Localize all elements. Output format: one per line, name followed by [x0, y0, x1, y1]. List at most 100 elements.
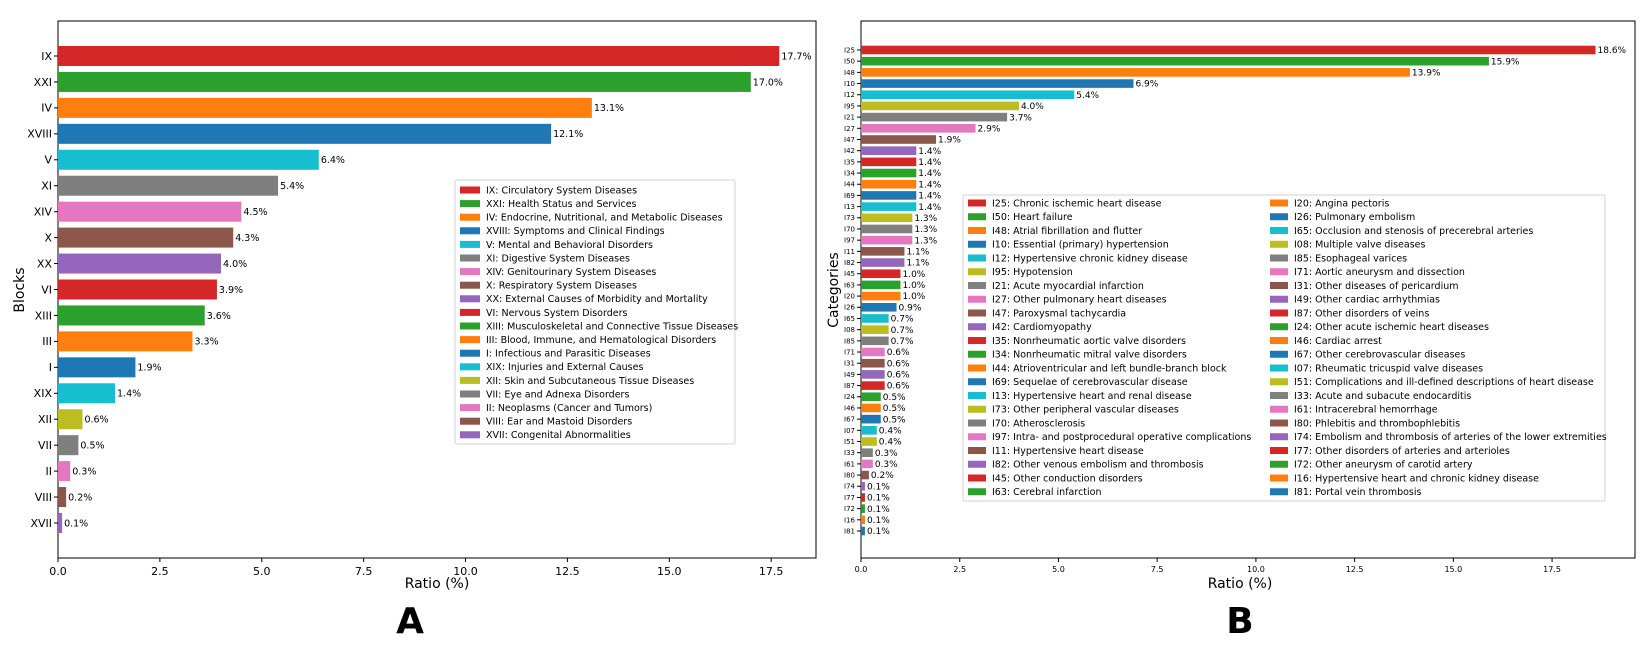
- a-value-label: 0.6%: [84, 415, 108, 426]
- b-legend-label: I48: Atrial fibrillation and flutter: [992, 226, 1142, 237]
- b-legend-swatch: [1270, 337, 1288, 344]
- b-legend-label: I46: Cardiac arrest: [1294, 336, 1382, 347]
- panel-a-chart: 17.7% 17.0% 13.1% 12.1% 6.4% 5.4% 4.5% 4.3% 4.0%…: [12, 20, 817, 642]
- b-legend-swatch: [1270, 309, 1288, 317]
- b-legend-swatch: [1270, 488, 1288, 496]
- b-legend-swatch: [968, 350, 986, 358]
- a-legend-label: XIV: Genitourinary System Diseases: [486, 267, 656, 278]
- b-y-tick-label: I33: [844, 449, 855, 457]
- a-x-tick-label: 10.0: [453, 565, 478, 578]
- a-value-label: 4.3%: [235, 233, 259, 244]
- b-bar: [861, 459, 873, 469]
- a-legend-label: XVIII: Symptoms and Clinical Findings: [486, 226, 665, 237]
- b-y-tick-label: I34: [844, 169, 856, 177]
- b-legend-label: I97: Intra- and postprocedural operative…: [992, 432, 1251, 443]
- b-value-label: 0.5%: [883, 393, 906, 403]
- a-legend-swatch: [460, 295, 480, 303]
- a-value-label: 1.4%: [117, 389, 141, 400]
- a-x-tick-label: 17.5: [759, 565, 784, 578]
- a-legend-swatch: [460, 417, 480, 425]
- b-legend-label: I07: Rheumatic tricuspid valve diseases: [1294, 363, 1483, 374]
- a-bar: [58, 305, 205, 326]
- b-legend-label: I85: Esophageal varices: [1294, 253, 1407, 264]
- a-legend-swatch: [460, 186, 480, 194]
- b-y-tick-label: I08: [844, 326, 855, 334]
- b-y-tick-label: I72: [844, 505, 855, 513]
- b-bar: [861, 392, 881, 402]
- b-x-tick-label: 5.0: [1052, 565, 1065, 574]
- a-legend-swatch: [460, 240, 480, 248]
- a-value-label: 0.3%: [72, 466, 96, 477]
- b-y-tick-label: I10: [844, 80, 855, 88]
- b-bar: [861, 414, 881, 424]
- b-legend-swatch: [1270, 227, 1288, 234]
- b-value-label: 0.6%: [887, 371, 910, 381]
- a-legend-label: V: Mental and Behavioral Disorders: [486, 240, 653, 251]
- b-y-tick-label: I07: [844, 427, 855, 435]
- b-legend-swatch: [968, 309, 986, 317]
- b-legend-swatch: [1270, 199, 1288, 207]
- b-legend-label: I65: Occlusion and stenosis of precerebr…: [1294, 226, 1533, 237]
- a-bar: [58, 279, 217, 300]
- b-legend-label: I34: Nonrheumatic mitral valve disorders: [992, 350, 1187, 361]
- a-legend-label: XIII: Musculoskeletal and Connective Tis…: [486, 321, 738, 332]
- a-bar: [58, 46, 780, 66]
- b-legend-frame: [962, 194, 1606, 502]
- b-y-tick-label: I85: [844, 337, 855, 345]
- b-legend-label: I26: Pulmonary embolism: [1294, 212, 1415, 223]
- a-legend-swatch: [460, 200, 480, 208]
- b-legend-swatch: [1270, 460, 1288, 468]
- a-value-label: 17.0%: [753, 77, 783, 88]
- b-value-label: 0.4%: [879, 438, 902, 448]
- b-value-label: 6.9%: [1135, 80, 1158, 90]
- panel-b-chart: 18.6%15.9%13.9%6.9%5.4%4.0%3.7%2.9%1.9%1…: [826, 20, 1636, 642]
- a-y-tick-label: VIII: [35, 491, 52, 504]
- b-legend-label: I44: Atrioventricular and left bundle-br…: [992, 363, 1227, 374]
- b-legend-label: I80: Phlebitis and thrombophlebitis: [1294, 418, 1460, 429]
- b-value-label: 0.6%: [887, 348, 910, 358]
- b-y-tick-label: I24: [844, 393, 856, 401]
- b-legend-swatch: [968, 323, 986, 331]
- b-y-tick-label: I11: [844, 248, 855, 256]
- b-y-tick-label: I51: [844, 438, 855, 446]
- b-y-tick-label: I21: [844, 114, 855, 122]
- b-legend-swatch: [1270, 254, 1288, 262]
- a-y-tick-label: XX: [37, 257, 53, 270]
- a-legend-swatch: [460, 268, 480, 276]
- b-legend-swatch: [968, 295, 986, 303]
- a-value-label: 5.4%: [280, 181, 304, 192]
- b-value-label: 1.3%: [914, 225, 937, 235]
- b-value-label: 0.2%: [871, 471, 894, 481]
- a-legend-label: XI: Digestive System Diseases: [486, 253, 630, 264]
- b-y-tick-label: I74: [844, 483, 856, 491]
- a-legend-label: XXI: Health Status and Services: [486, 199, 637, 210]
- a-bar: [58, 97, 592, 118]
- b-legend-label: I11: Hypertensive heart disease: [992, 446, 1144, 457]
- a-y-tick-label: III: [42, 335, 52, 348]
- b-legend-swatch: [1270, 268, 1288, 276]
- b-bar: [861, 291, 901, 301]
- a-y-tick-label: V: [44, 154, 52, 167]
- a-value-label: 0.5%: [80, 440, 104, 451]
- b-bar: [861, 90, 1075, 100]
- b-legend-swatch: [968, 364, 986, 372]
- b-legend-label: I10: Essential (primary) hypertension: [992, 240, 1169, 251]
- a-y-tick-label: I: [49, 361, 52, 374]
- a-legend-label: XVII: Congenital Abnormalities: [486, 430, 631, 441]
- panel-b-plot-frame: [860, 20, 1636, 559]
- a-legend-frame: [454, 179, 736, 445]
- b-legend-swatch: [968, 419, 986, 427]
- b-legend-label: I47: Paroxysmal tachycardia: [992, 308, 1126, 319]
- a-y-tick-label: VI: [41, 283, 52, 296]
- b-bar: [861, 493, 865, 502]
- b-legend-label: I35: Nonrheumatic aortic valve disorders: [992, 336, 1186, 347]
- b-bar: [861, 168, 917, 178]
- a-y-tick-label: XVII: [30, 517, 52, 530]
- b-x-tick-label: 7.5: [1151, 565, 1164, 574]
- b-x-tick-label: 2.5: [953, 565, 966, 574]
- b-value-label: 0.3%: [875, 460, 898, 470]
- b-bar: [861, 124, 976, 133]
- b-y-tick-label: I35: [844, 158, 855, 166]
- b-y-tick-label: I81: [844, 527, 855, 535]
- b-bar: [861, 370, 885, 379]
